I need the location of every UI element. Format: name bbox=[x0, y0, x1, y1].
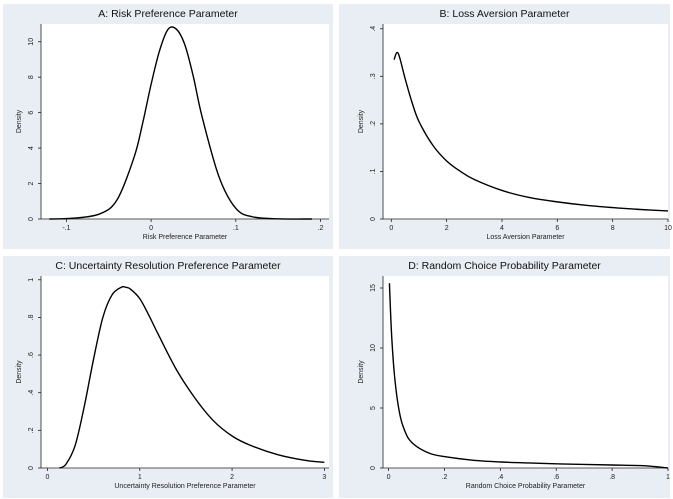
density-curve bbox=[59, 285, 325, 469]
x-tick-label: 1 bbox=[666, 474, 670, 481]
x-tick-label: 2 bbox=[445, 225, 449, 232]
y-axis-label: Density bbox=[358, 109, 365, 133]
x-tick-label: 0 bbox=[389, 225, 393, 232]
chart-title: B: Loss Aversion Parameter bbox=[440, 8, 570, 20]
y-tick-label: 4 bbox=[28, 146, 35, 150]
x-tick-label: 3 bbox=[322, 474, 326, 481]
y-tick-label: 8 bbox=[28, 75, 35, 79]
y-tick-label: .4 bbox=[28, 390, 35, 396]
chart-svg: B: Loss Aversion Parameter 0 .1 .2 .3 .4 0 2 4 6 8… bbox=[358, 8, 672, 241]
y-axis-label: Density bbox=[358, 360, 365, 384]
y-tick-label: 6 bbox=[28, 111, 35, 115]
x-tick-label: 0 bbox=[46, 474, 50, 481]
plot-area bbox=[41, 24, 329, 219]
x-tick-label: .1 bbox=[233, 225, 239, 232]
y-tick-label: 0 bbox=[28, 217, 35, 221]
y-tick-label: .2 bbox=[370, 121, 377, 127]
y-tick-label: 2 bbox=[28, 181, 35, 185]
x-tick-label: 0 bbox=[387, 474, 391, 481]
panel-d: D: Random Choice Probability Parameter 0 5… bbox=[339, 256, 670, 498]
panel-a: A: Risk Preference Parameter 0 2 4 6 8 10 -.1 0.… bbox=[3, 4, 333, 249]
x-tick-label: 8 bbox=[611, 225, 615, 232]
y-tick-label: 0 bbox=[370, 217, 377, 221]
chart-title: D: Random Choice Probability Parameter bbox=[408, 260, 601, 272]
x-tick-label: .8 bbox=[609, 474, 615, 481]
y-tick-label: 5 bbox=[370, 406, 377, 410]
plot-area bbox=[41, 276, 329, 468]
x-tick-label: 2 bbox=[230, 474, 234, 481]
density-curve bbox=[393, 51, 669, 212]
y-tick-label: .4 bbox=[370, 26, 377, 32]
y-tick-label: .1 bbox=[370, 168, 377, 174]
panel-b: B: Loss Aversion Parameter 0 .1 .2 .3 .4 0 2 4 6 8… bbox=[339, 4, 672, 249]
y-axis-label: Density bbox=[16, 109, 23, 133]
y-tick-label: 1 bbox=[28, 278, 35, 282]
panel-c: C: Uncertainty Resolution Preference Par… bbox=[3, 256, 333, 498]
x-tick-label: -.1 bbox=[62, 225, 70, 232]
y-tick-label: .3 bbox=[370, 73, 377, 79]
x-tick-label: .4 bbox=[497, 474, 503, 481]
x-tick-label: 1 bbox=[138, 474, 142, 481]
x-tick-label: 4 bbox=[500, 225, 504, 232]
y-tick-label: .6 bbox=[28, 352, 35, 358]
x-tick-label: 0 bbox=[149, 225, 153, 232]
x-tick-label: .6 bbox=[553, 474, 559, 481]
chart-svg: D: Random Choice Probability Parameter 0 5… bbox=[358, 260, 670, 490]
x-tick-label: .2 bbox=[442, 474, 448, 481]
y-tick-label: 0 bbox=[370, 466, 377, 470]
density-curve bbox=[388, 283, 669, 469]
density-curve bbox=[49, 26, 313, 220]
chart-title: C: Uncertainty Resolution Preference Par… bbox=[55, 260, 281, 272]
x-tick-label: 10 bbox=[664, 225, 672, 232]
x-tick-label: 6 bbox=[555, 225, 559, 232]
chart-title: A: Risk Preference Parameter bbox=[98, 8, 238, 20]
y-tick-label: 0 bbox=[28, 466, 35, 470]
y-tick-label: 10 bbox=[28, 38, 35, 46]
x-axis-label: Loss Aversion Parameter bbox=[486, 234, 565, 241]
y-axis-label: Density bbox=[16, 360, 23, 384]
x-tick-label: .2 bbox=[318, 225, 324, 232]
chart-svg: C: Uncertainty Resolution Preference Par… bbox=[16, 260, 329, 490]
plot-area bbox=[383, 276, 668, 468]
y-tick-label: .8 bbox=[28, 314, 35, 320]
x-axis-label: Uncertainty Resolution Preference Parame… bbox=[114, 483, 256, 490]
x-axis-label: Random Choice Probability Parameter bbox=[466, 483, 586, 490]
y-tick-label: .2 bbox=[28, 427, 35, 433]
y-tick-label: 15 bbox=[370, 284, 377, 292]
plot-area bbox=[383, 24, 668, 219]
x-axis-label: Risk Preference Parameter bbox=[143, 234, 228, 241]
y-tick-label: 10 bbox=[370, 344, 377, 352]
chart-svg: A: Risk Preference Parameter 0 2 4 6 8 10 -.1 0.… bbox=[16, 8, 329, 241]
